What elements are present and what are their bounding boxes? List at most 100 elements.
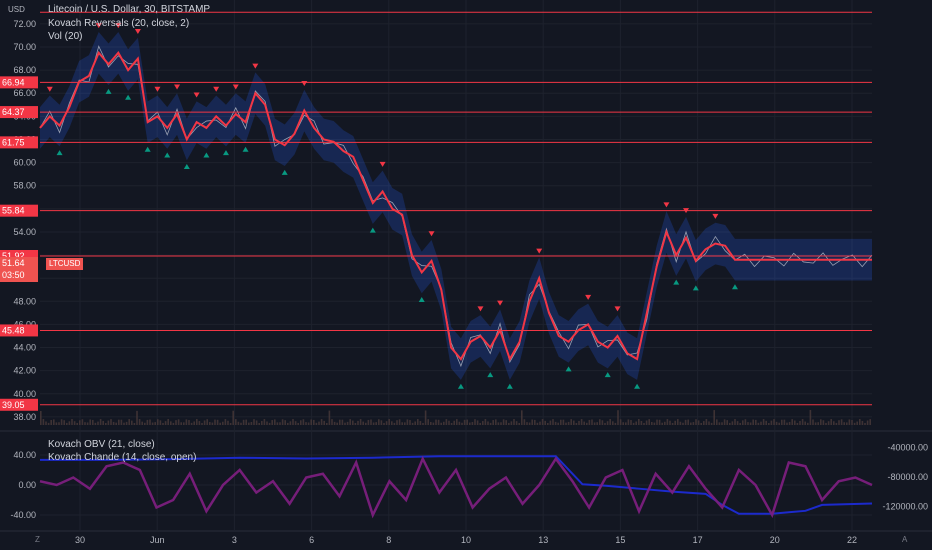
volume-bar [695,419,697,425]
x-tick-label: 3 [232,535,237,545]
volume-bar [645,420,648,425]
volume-bar [536,422,539,425]
volume-bar [619,419,622,425]
buy-marker [203,152,210,158]
volume-bar [198,421,201,425]
volume-bar [549,420,552,425]
volume-bar [705,419,708,425]
volume-bar [669,420,671,425]
volume-bar [138,419,141,425]
volume-bar [203,420,206,425]
volume-bar [333,421,336,425]
volume-bar [846,422,848,425]
volume-bar [765,420,767,425]
volume-bar [708,421,710,425]
volume-bar [339,419,341,425]
price-level-badge [0,398,38,411]
volume-bar [544,420,546,425]
y-tick-label: 58.00 [13,181,36,191]
volume-bar [736,421,739,425]
volume-bar [825,422,827,425]
volume-bar [692,422,695,425]
volume-bar [193,421,195,425]
volume-bar [167,419,169,425]
y-tick-label: 40.00 [13,389,36,399]
volume-bar [492,420,494,425]
volume-bar [432,422,435,425]
volume-bar [833,421,835,425]
volume-bar [97,421,99,425]
volume-bar [229,422,232,425]
volume-bar [359,419,362,425]
volume-bar [209,422,211,425]
y-tick-label: 44.00 [13,343,36,353]
volume-bar [547,422,549,425]
x-tick-label: 8 [386,535,391,545]
volume-bar [331,419,333,425]
y-tick-label: 0.00 [18,480,36,490]
volume-bar [81,419,84,425]
volume-bar [344,422,346,425]
volume-bar [640,421,643,425]
volume-bar [201,422,203,425]
sell-marker [379,161,386,167]
current-price: 51.64 [2,258,25,268]
sell-marker [614,306,621,312]
buy-marker [418,296,425,302]
volume-bar [396,420,398,425]
volume-bar [66,422,68,425]
volume-bar [627,419,630,425]
volume-bar [370,419,372,425]
volume-bar [216,419,219,425]
volume-bar [557,422,559,425]
volume-bar [635,421,637,425]
volume-bar [172,422,175,425]
volume-bar [302,419,305,425]
panel-title[interactable]: Kovach Chande (14, close, open) [48,452,197,463]
volume-bar [318,421,320,425]
indicator-label[interactable]: Kovach Reversals (20, close, 2) [48,18,190,29]
volume-bar [284,420,286,425]
volume-bar [424,410,427,425]
volume-bar [679,421,682,425]
volume-bar [42,419,45,425]
volume-bar [372,422,375,425]
price-level-label: 61.75 [2,137,25,147]
volume-bar [575,422,578,425]
volume-bar [419,421,422,425]
volume-bar [292,419,294,425]
volume-bar [713,410,715,425]
indicator-label[interactable]: Vol (20) [48,31,83,42]
volume-bar [128,419,130,425]
volume-bar [791,419,793,425]
volume-bar [578,420,580,425]
sell-marker [174,84,181,90]
y-tick-label-right: -40000.00 [887,442,928,452]
buy-marker [144,146,151,152]
buy-marker [281,169,288,175]
auto-scale-icon[interactable]: A [902,535,908,544]
volume-bar [677,419,679,425]
volume-bar [383,422,385,425]
buy-marker [604,372,611,378]
volume-bar [742,420,744,425]
volume-bar [848,419,851,425]
volume-bar [775,421,778,425]
volume-bar [739,422,741,425]
buy-marker [183,164,190,170]
volume-bar [73,421,76,425]
volume-bar [326,422,328,425]
volume-bar [827,421,830,425]
volume-bar [422,422,424,425]
volume-bar [393,422,396,425]
zoom-reset-icon[interactable]: Z [35,535,40,544]
volume-bar [752,419,754,425]
price-level-label: 64.37 [2,107,25,117]
volume-bar [63,420,65,425]
volume-bar [622,422,624,425]
volume-bar [461,422,463,425]
volume-bar [869,419,871,425]
panel-title[interactable]: Kovach OBV (21, close) [48,439,155,450]
y-tick-label-right: -120000.00 [882,501,928,511]
